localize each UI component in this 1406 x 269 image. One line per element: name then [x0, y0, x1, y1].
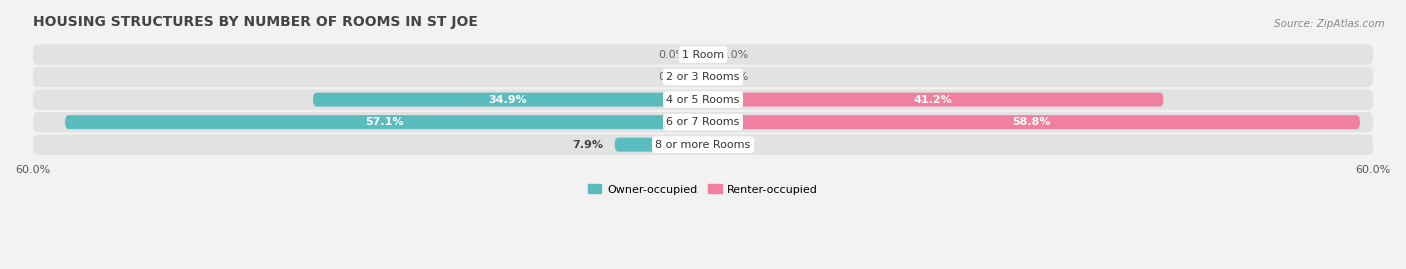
Text: 0.0%: 0.0%: [720, 140, 748, 150]
Text: 0.0%: 0.0%: [720, 49, 748, 59]
Legend: Owner-occupied, Renter-occupied: Owner-occupied, Renter-occupied: [583, 180, 823, 199]
Text: 8 or more Rooms: 8 or more Rooms: [655, 140, 751, 150]
Text: 1 Room: 1 Room: [682, 49, 724, 59]
FancyBboxPatch shape: [32, 134, 1374, 155]
Text: HOUSING STRUCTURES BY NUMBER OF ROOMS IN ST JOE: HOUSING STRUCTURES BY NUMBER OF ROOMS IN…: [32, 15, 478, 29]
Text: 6 or 7 Rooms: 6 or 7 Rooms: [666, 117, 740, 127]
FancyBboxPatch shape: [32, 112, 1374, 132]
Text: 41.2%: 41.2%: [914, 95, 952, 105]
FancyBboxPatch shape: [703, 115, 1360, 129]
Text: 2 or 3 Rooms: 2 or 3 Rooms: [666, 72, 740, 82]
FancyBboxPatch shape: [614, 138, 703, 152]
Text: 4 or 5 Rooms: 4 or 5 Rooms: [666, 95, 740, 105]
Text: 0.0%: 0.0%: [658, 72, 686, 82]
Text: Source: ZipAtlas.com: Source: ZipAtlas.com: [1274, 19, 1385, 29]
Text: 0.0%: 0.0%: [658, 49, 686, 59]
Text: 34.9%: 34.9%: [489, 95, 527, 105]
Text: 58.8%: 58.8%: [1012, 117, 1050, 127]
Text: 0.0%: 0.0%: [720, 72, 748, 82]
FancyBboxPatch shape: [32, 90, 1374, 110]
FancyBboxPatch shape: [703, 93, 1163, 107]
Text: 7.9%: 7.9%: [572, 140, 603, 150]
FancyBboxPatch shape: [65, 115, 703, 129]
FancyBboxPatch shape: [314, 93, 703, 107]
FancyBboxPatch shape: [32, 44, 1374, 65]
FancyBboxPatch shape: [32, 67, 1374, 87]
Text: 57.1%: 57.1%: [364, 117, 404, 127]
